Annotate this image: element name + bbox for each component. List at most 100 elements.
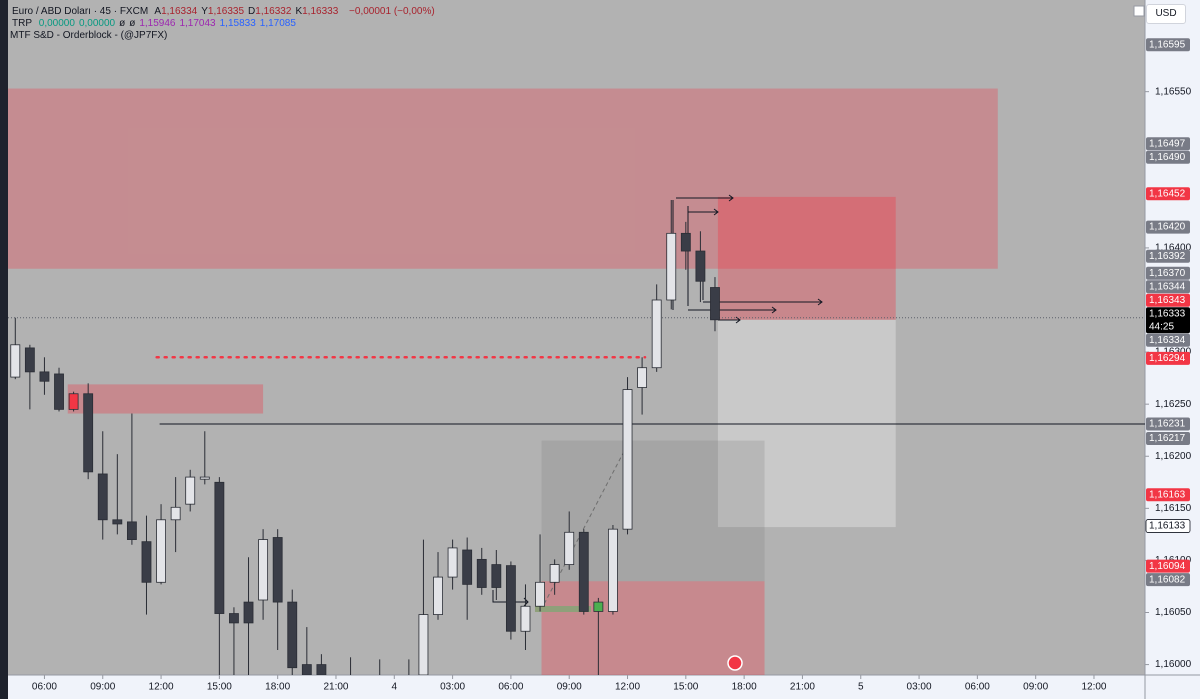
- price-label-box: [1146, 187, 1190, 201]
- left-edge: [0, 0, 8, 699]
- ohlc-value: 1,16332: [255, 6, 292, 17]
- x-tick-label: 15:00: [207, 682, 232, 693]
- candle-body: [287, 601, 298, 669]
- arrow: [688, 306, 777, 314]
- price-label: 1,16420: [1149, 222, 1186, 233]
- price-label: 1,16231: [1149, 419, 1186, 430]
- candle-body: [54, 373, 64, 410]
- indicator-value: 0,00000: [38, 18, 75, 29]
- candle-body: [651, 299, 662, 369]
- arrow: [687, 206, 719, 306]
- settings-box[interactable]: [1133, 5, 1145, 17]
- candle-body: [622, 389, 633, 530]
- candle-body: [126, 521, 137, 540]
- candle-body: [549, 564, 560, 583]
- zone: [717, 319, 896, 528]
- x-tick-label: 15:00: [673, 682, 698, 693]
- candle-body: [666, 232, 677, 301]
- symbol: Euro / ABD Doları · 45 · FXCM: [12, 6, 149, 17]
- price-label-box: [1146, 559, 1190, 573]
- x-tick-label: 18:00: [732, 682, 757, 693]
- candle-body: [243, 601, 254, 624]
- ohlc-key: K: [295, 6, 303, 17]
- candle-body: [68, 393, 79, 410]
- candle-body: [97, 473, 108, 521]
- currency-button[interactable]: USD: [1146, 4, 1186, 24]
- x-tick-label: 12:00: [149, 682, 174, 693]
- x-tick-label: 09:00: [557, 682, 582, 693]
- countdown: 44:25: [1149, 321, 1174, 332]
- price-label-box: [1146, 150, 1190, 164]
- indicator-value: ø: [129, 18, 136, 29]
- candle-body: [608, 528, 618, 612]
- price-label: 1,16333: [1149, 308, 1186, 319]
- indicator-value: 1,15833: [219, 18, 256, 29]
- candle-body: [505, 565, 516, 632]
- candle-body: [462, 549, 473, 585]
- candle-body: [39, 371, 50, 382]
- x-tick-label: 12:00: [615, 682, 640, 693]
- price-label-box: [1146, 280, 1190, 294]
- price-label-box: [1146, 38, 1190, 52]
- candle-body: [476, 558, 487, 588]
- levels: [8, 317, 1145, 425]
- candle-body: [83, 393, 94, 473]
- candle-body: [578, 531, 589, 612]
- x-tick-label: 21:00: [790, 682, 815, 693]
- candle-body: [593, 601, 604, 612]
- x-tick-label: 03:00: [907, 682, 932, 693]
- x-tick-label: 06:00: [32, 682, 57, 693]
- x-tick-label: 5: [858, 682, 864, 693]
- candle-body: [316, 664, 327, 675]
- candle-body: [24, 347, 35, 373]
- price-label: 1,16392: [1149, 251, 1186, 262]
- x-tick-label: 09:00: [90, 682, 115, 693]
- candle-body: [272, 537, 283, 603]
- x-tick-label: 06:00: [965, 682, 990, 693]
- order-block-marker: [535, 606, 591, 612]
- price-label-box: [1146, 488, 1190, 502]
- candle-body: [520, 605, 531, 632]
- candle-body: [10, 344, 21, 378]
- price-label: 1,16217: [1149, 433, 1186, 444]
- price-label-box: [1146, 137, 1190, 151]
- indicator-name: TRP: [12, 18, 32, 29]
- candle-body: [710, 287, 720, 321]
- candle-body: [447, 547, 458, 578]
- candle-body: [214, 481, 225, 614]
- price-label-box: [1146, 333, 1190, 347]
- symbol-row: Euro / ABD Doları · 45 · FXCM A1,16334 Y1…: [12, 6, 439, 17]
- ohlc-key: A: [154, 6, 162, 17]
- price-label-box: [1146, 573, 1190, 587]
- indicator-value: 1,17043: [179, 18, 216, 29]
- candles: [10, 200, 720, 675]
- y-tick-label: 1,16000: [1155, 659, 1192, 670]
- y-tick-label: 1,16200: [1155, 451, 1192, 462]
- price-label: 1,16082: [1149, 574, 1186, 585]
- ohlc-key: D: [248, 6, 256, 17]
- zone: [8, 88, 998, 269]
- ohlc-value: 1,16334: [161, 6, 198, 17]
- x-tick-label: 18:00: [265, 682, 290, 693]
- price-label: 1,16497: [1149, 138, 1186, 149]
- y-tick-label: 1,16400: [1155, 243, 1192, 254]
- alert-icon[interactable]: [727, 655, 743, 671]
- price-label-box: [1146, 220, 1190, 234]
- candle-body: [258, 539, 269, 601]
- candle-body: [156, 519, 166, 583]
- candle-body: [141, 541, 152, 583]
- candle-body: [535, 581, 545, 607]
- price-label: 1,16334: [1149, 335, 1186, 346]
- zone: [67, 384, 264, 414]
- price-label-box: [1146, 432, 1190, 446]
- price-label: 1,16094: [1149, 561, 1186, 572]
- price-label: 1,16294: [1149, 353, 1186, 364]
- price-label: 1,16163: [1149, 489, 1186, 500]
- price-label: 1,16344: [1149, 281, 1186, 292]
- candle-body: [418, 614, 429, 675]
- x-tick-label: 06:00: [498, 682, 523, 693]
- price-label: 1,16370: [1149, 268, 1186, 279]
- x-tick-label: 12:00: [1081, 682, 1106, 693]
- price-label: 1,16595: [1149, 39, 1186, 50]
- zone: [541, 440, 765, 582]
